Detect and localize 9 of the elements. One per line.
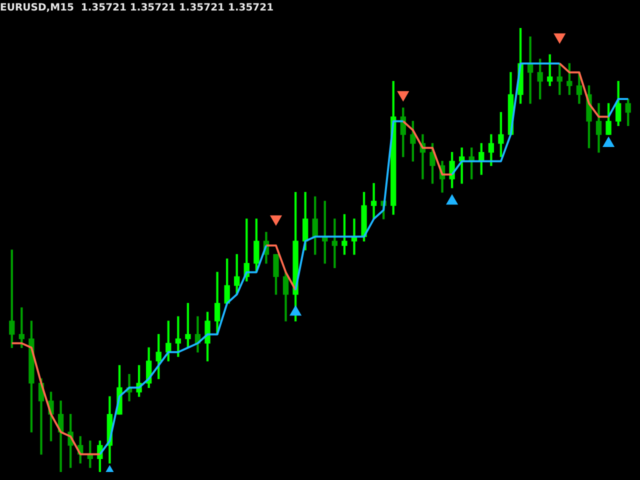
candlestick [175, 316, 181, 357]
chart-title: EURUSD,M15 1.35721 1.35721 1.35721 1.35721 [0, 2, 274, 14]
candlestick [18, 307, 24, 348]
candlestick [370, 183, 377, 220]
point [446, 194, 458, 205]
point [290, 306, 302, 316]
point [554, 33, 566, 44]
point [397, 91, 409, 102]
candlestick [332, 218, 338, 268]
